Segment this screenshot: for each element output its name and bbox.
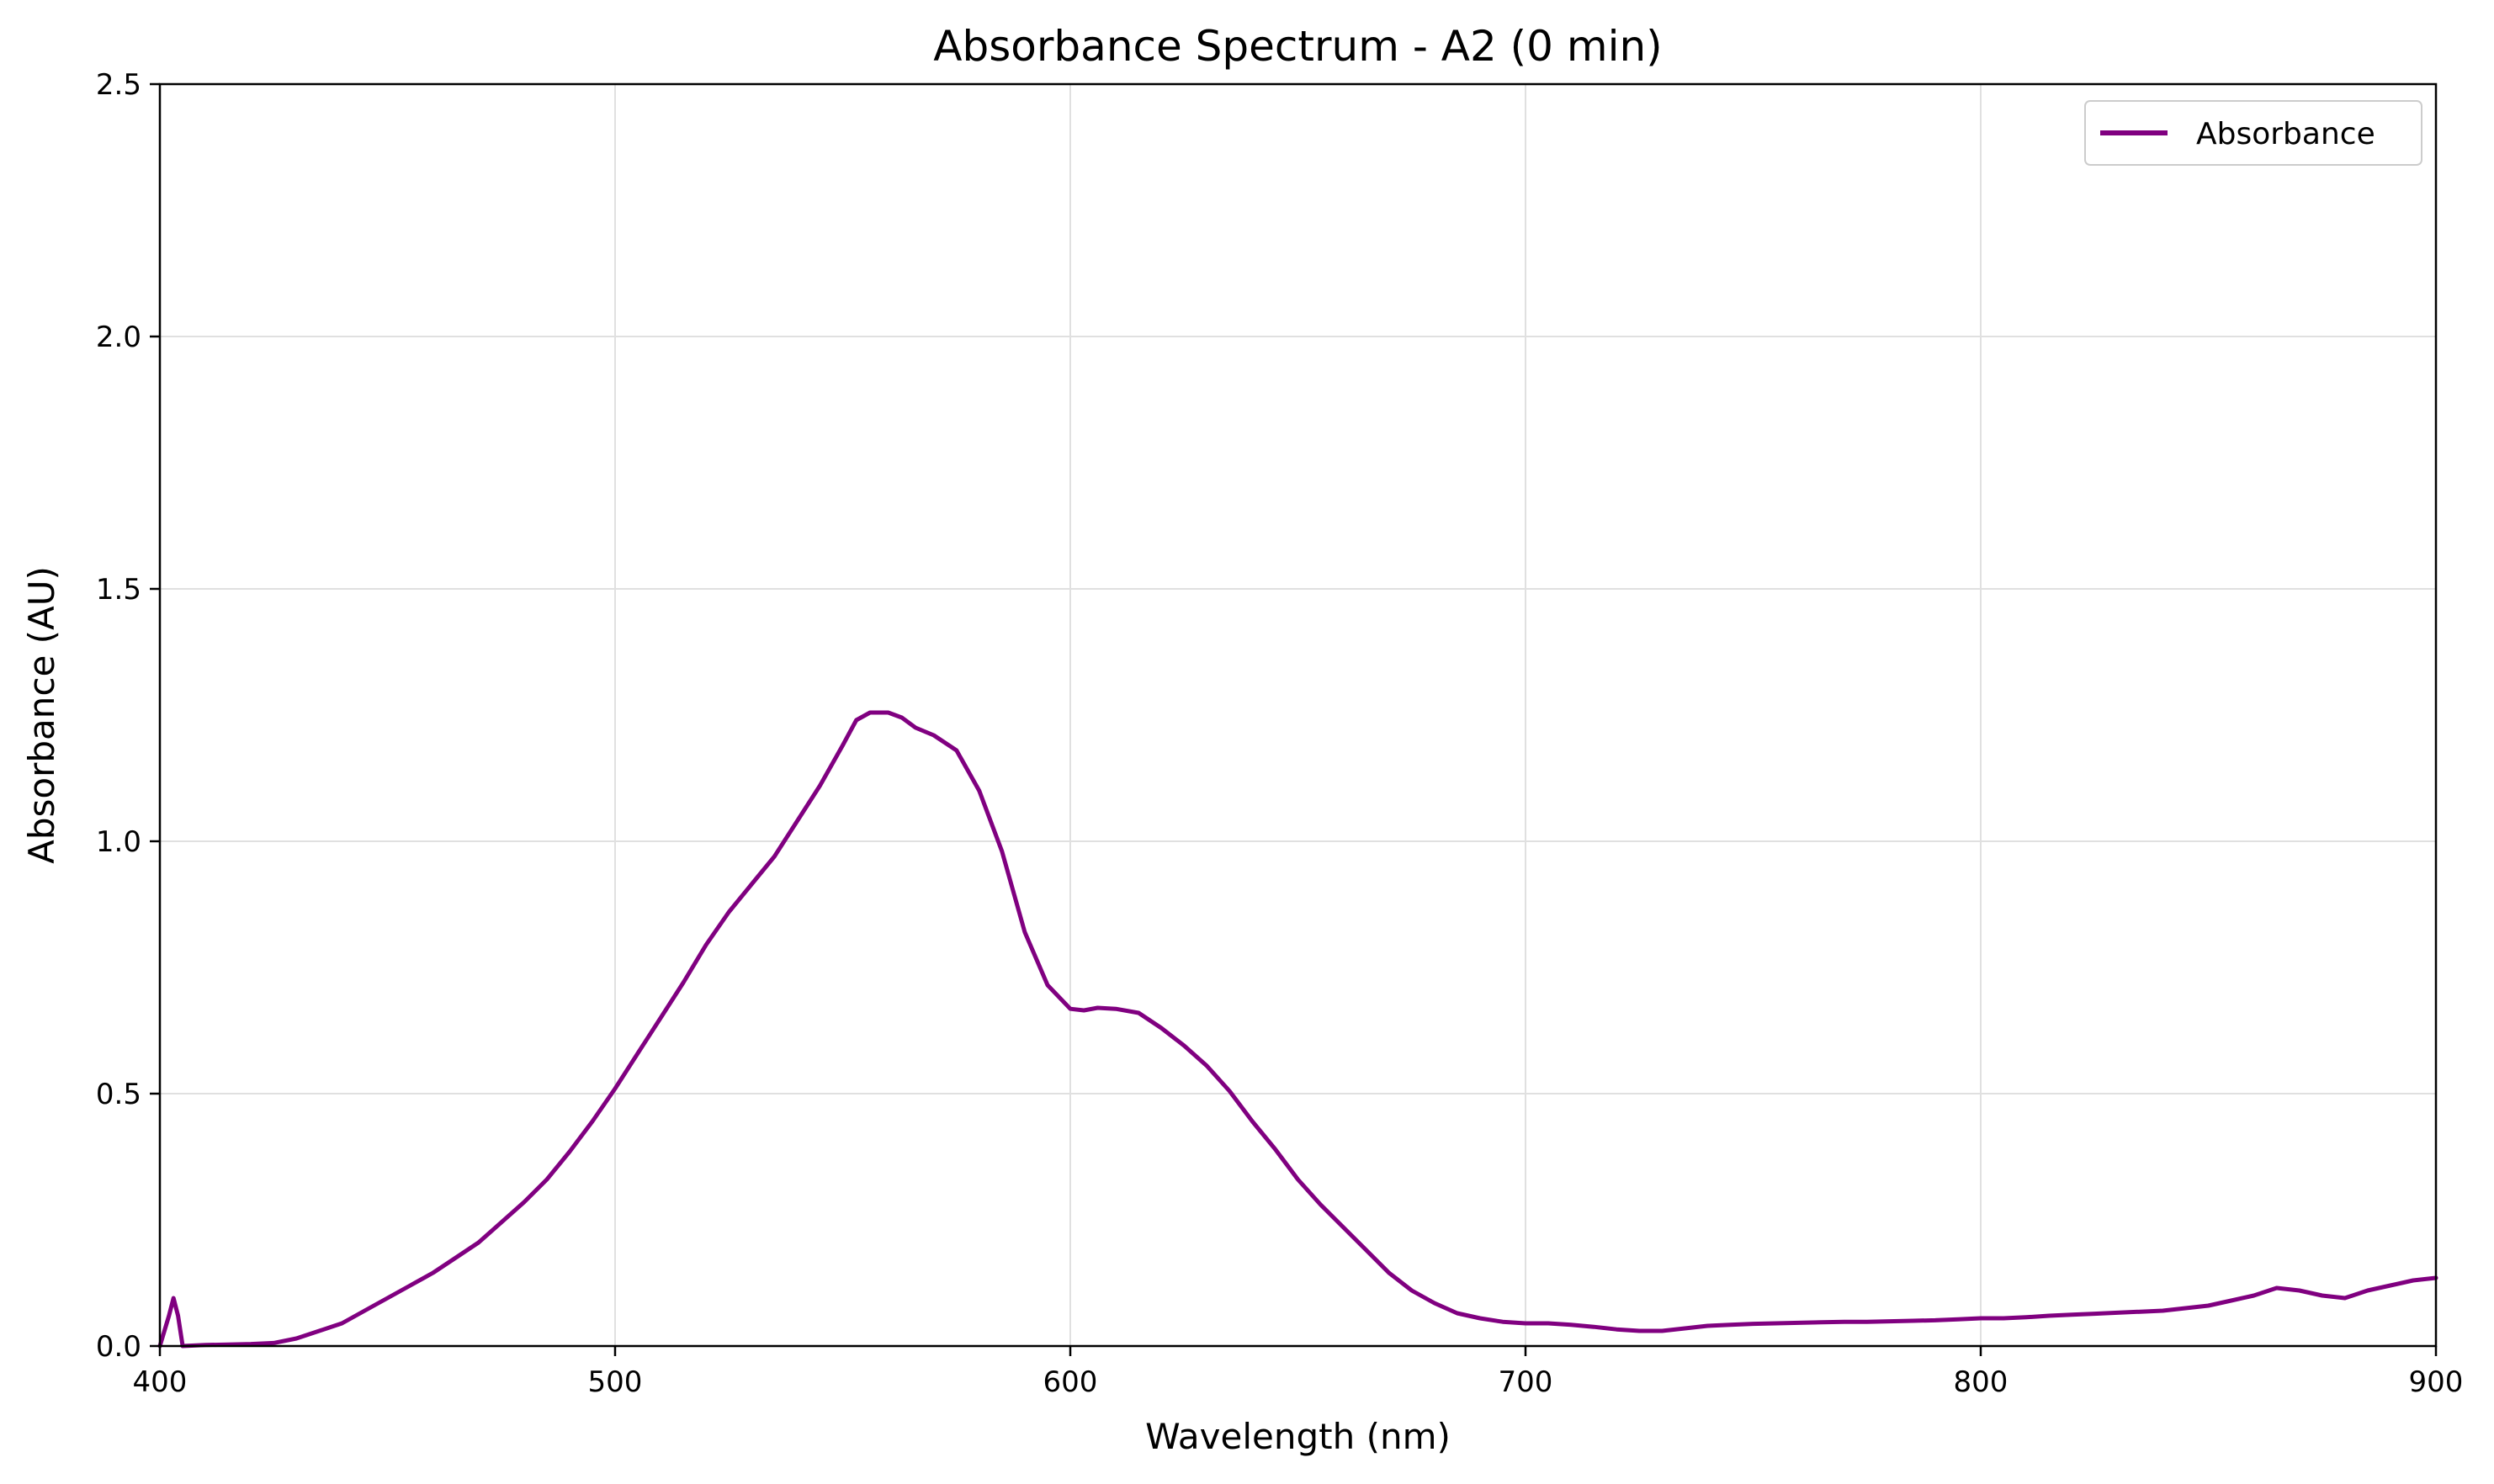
series-layer xyxy=(157,710,2438,1349)
y-tick-label: 1.5 xyxy=(96,573,141,607)
y-tick-label: 0.0 xyxy=(96,1330,141,1364)
legend: Absorbance xyxy=(2084,100,2422,166)
chart-title: Absorbance Spectrum - A2 (0 min) xyxy=(933,22,1662,71)
x-tick-label: 500 xyxy=(588,1365,643,1399)
x-tick-label: 400 xyxy=(133,1365,188,1399)
series-line-absorbance xyxy=(157,710,2438,1349)
x-tick-label: 700 xyxy=(1499,1365,1553,1399)
x-tick-label: 600 xyxy=(1043,1365,1098,1399)
y-tick-label: 2.0 xyxy=(96,321,141,354)
x-axis-title: Wavelength (nm) xyxy=(1145,1416,1451,1457)
y-tick-label: 1.0 xyxy=(96,825,141,859)
axis-ticks: 400 500 600 700 800 900 0.0 0.5 1.0 1.5 2.0 2.5 xyxy=(96,68,2464,1399)
y-tick-label: 2.5 xyxy=(96,68,141,102)
plot-frame xyxy=(158,82,2438,1348)
y-axis-title: Absorbance (AU) xyxy=(21,566,62,864)
y-tick-label: 0.5 xyxy=(96,1078,141,1111)
legend-box xyxy=(2084,100,2422,166)
legend-label: Absorbance xyxy=(2196,117,2375,151)
x-tick-label: 800 xyxy=(1954,1365,2008,1399)
x-tick-label: 900 xyxy=(2409,1365,2464,1399)
